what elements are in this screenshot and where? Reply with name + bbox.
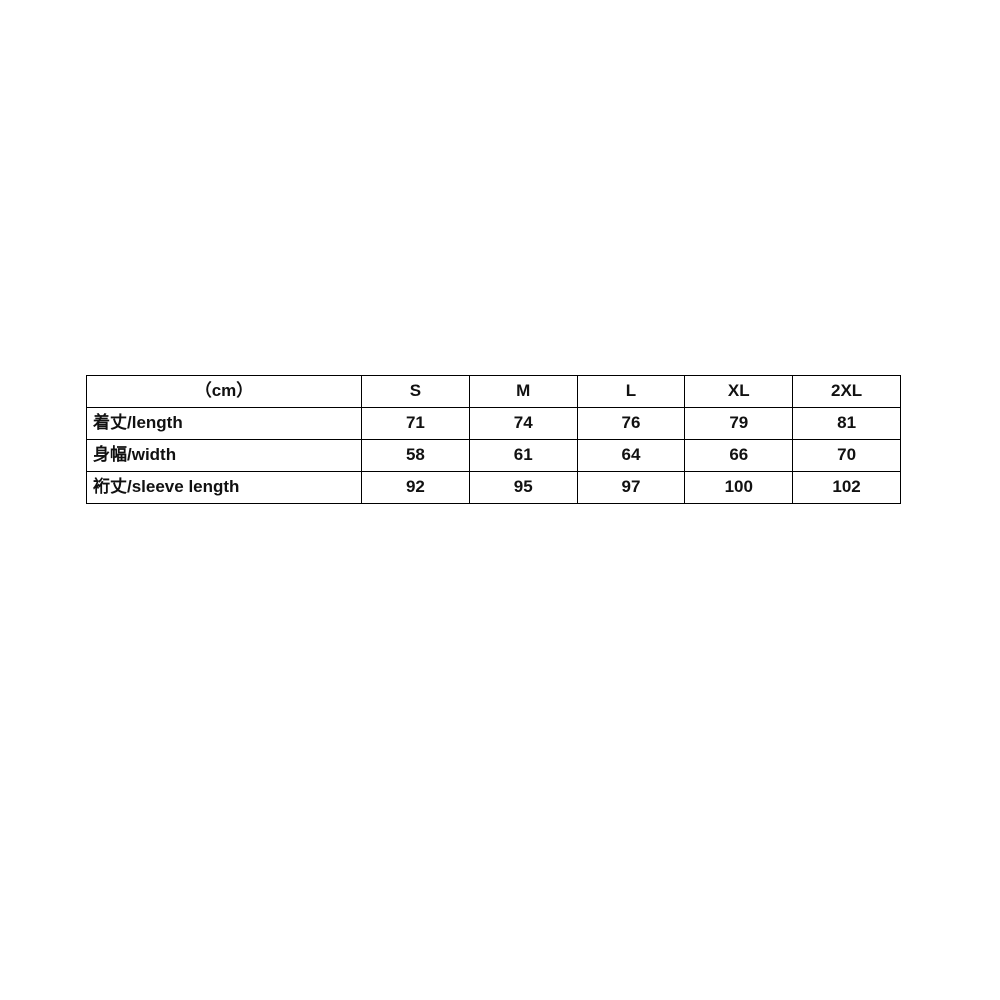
length-xl: 79 xyxy=(684,407,794,440)
width-xl: 66 xyxy=(684,439,794,472)
length-m: 74 xyxy=(468,407,578,440)
length-2xl: 81 xyxy=(792,407,901,440)
table-row: 着丈/length 71 74 76 79 81 xyxy=(86,407,901,440)
size-header-2xl: 2XL xyxy=(792,375,901,408)
unit-header-cell: （cm） xyxy=(86,375,362,408)
sleeve-length-xl: 100 xyxy=(684,471,794,504)
row-label-width: 身幅/width xyxy=(86,439,362,472)
table-row: 身幅/width 58 61 64 66 70 xyxy=(86,439,901,472)
size-header-l: L xyxy=(576,375,686,408)
sleeve-length-2xl: 102 xyxy=(792,471,901,504)
width-2xl: 70 xyxy=(792,439,901,472)
width-l: 64 xyxy=(576,439,686,472)
width-s: 58 xyxy=(361,439,470,472)
size-chart-table: （cm） S M L XL 2XL 着丈/length 71 74 76 79 … xyxy=(86,375,901,504)
sleeve-length-s: 92 xyxy=(361,471,470,504)
table-row: 裄丈/sleeve length 92 95 97 100 102 xyxy=(86,471,901,504)
size-header-xl: XL xyxy=(684,375,794,408)
length-l: 76 xyxy=(576,407,686,440)
size-header-s: S xyxy=(361,375,470,408)
row-label-sleeve-length: 裄丈/sleeve length xyxy=(86,471,362,504)
sleeve-length-l: 97 xyxy=(576,471,686,504)
row-label-length: 着丈/length xyxy=(86,407,362,440)
sleeve-length-m: 95 xyxy=(468,471,578,504)
size-chart-container: （cm） S M L XL 2XL 着丈/length 71 74 76 79 … xyxy=(86,375,901,504)
width-m: 61 xyxy=(468,439,578,472)
table-header-row: （cm） S M L XL 2XL xyxy=(86,375,901,408)
size-header-m: M xyxy=(468,375,578,408)
length-s: 71 xyxy=(361,407,470,440)
